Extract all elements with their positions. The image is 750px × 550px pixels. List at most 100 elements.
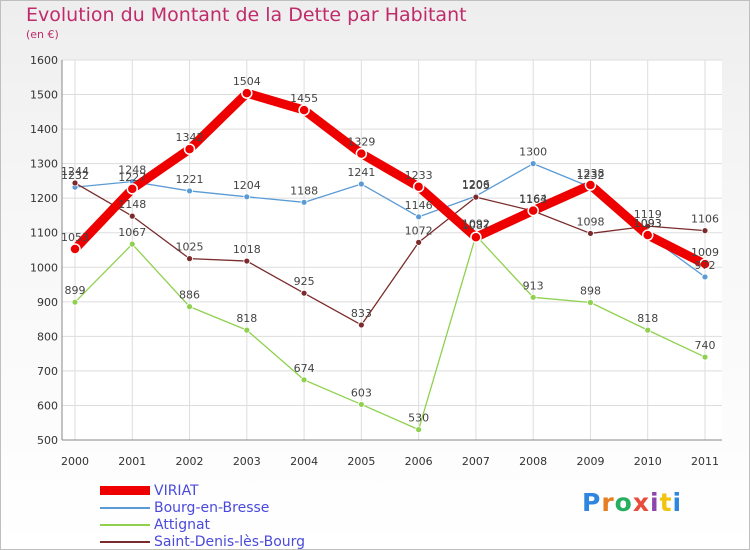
data-label: 1093 [634, 217, 662, 230]
legend-label: Attignat [154, 516, 211, 533]
data-label: 1203 [462, 179, 490, 192]
data-label: 1300 [519, 146, 547, 159]
data-point [472, 193, 480, 201]
data-point [415, 238, 423, 246]
data-point [186, 255, 193, 263]
data-label: 1067 [118, 226, 146, 239]
data-point [587, 299, 594, 306]
y-tick-label: 900 [37, 296, 58, 309]
data-label: 1072 [405, 224, 433, 237]
x-tick-label: 2007 [462, 455, 490, 468]
legend-swatch [100, 540, 150, 543]
legend-item: VIRIAT [100, 482, 305, 499]
data-label: 1504 [233, 75, 261, 88]
data-label: 1233 [405, 169, 433, 182]
data-label: 1163 [519, 193, 547, 206]
x-tick-label: 2001 [118, 455, 146, 468]
y-tick-label: 800 [37, 330, 58, 343]
series-line-viriat [70, 88, 710, 269]
data-label: 1248 [118, 164, 146, 177]
data-label: 818 [637, 312, 658, 325]
y-tick-label: 1300 [30, 158, 58, 171]
data-point [357, 321, 365, 329]
legend: VIRIAT Bourg-en-Bresse Attignat Saint-Denis… [100, 482, 305, 550]
y-tick-label: 1400 [30, 123, 58, 136]
data-point [298, 104, 310, 116]
proxiti-logo: Proxiti [582, 488, 682, 517]
data-label: 1119 [634, 208, 662, 221]
plot-area [62, 60, 722, 440]
data-label: 1009 [691, 246, 719, 259]
data-point [71, 298, 79, 306]
data-label: 1206 [462, 178, 490, 191]
data-label: 1244 [61, 165, 89, 178]
data-label: 1087 [462, 219, 490, 232]
data-point [71, 179, 79, 187]
logo-letter: x [632, 488, 650, 517]
data-label: 1238 [576, 167, 604, 180]
legend-label: Bourg-en-Bresse [154, 499, 270, 516]
grid [62, 59, 722, 441]
x-tick-label: 2000 [61, 455, 89, 468]
data-label: 1329 [347, 136, 375, 149]
data-point [243, 257, 251, 265]
x-tick-label: 2002 [176, 455, 204, 468]
data-point [186, 303, 193, 311]
data-point [699, 258, 711, 270]
data-label: 530 [408, 412, 429, 425]
data-point [300, 198, 308, 206]
legend-label: VIRIAT [154, 482, 199, 499]
data-label: 1232 [576, 169, 604, 182]
y-tick-label: 1100 [30, 227, 58, 240]
data-point [243, 193, 251, 201]
data-label: 1025 [176, 241, 204, 254]
data-label: 740 [695, 339, 716, 352]
axes: 5006007008009001000110012001300140015001… [30, 54, 722, 468]
data-point [584, 179, 597, 191]
series-line-attignat [74, 234, 706, 431]
data-point [701, 353, 709, 361]
data-label: 899 [65, 284, 86, 297]
x-tick-label: 2003 [233, 455, 261, 468]
data-point [587, 230, 594, 237]
x-tick-label: 2010 [634, 455, 662, 468]
data-label: 1232 [61, 169, 89, 182]
data-point [357, 401, 365, 408]
y-tick-label: 700 [37, 365, 58, 378]
data-labels: 1053 1227 1342 1504 1455 1329 1233 1087 1164 1238… [61, 75, 719, 424]
data-label: 886 [179, 289, 200, 302]
logo-letter: t [659, 488, 673, 517]
data-point [701, 273, 709, 281]
data-label: 925 [294, 275, 315, 288]
data-label: 913 [523, 279, 544, 292]
data-label: 1146 [405, 199, 433, 212]
data-label: 1053 [61, 231, 89, 244]
data-label: 1148 [118, 198, 146, 211]
line-chart: 5006007008009001000110012001300140015001… [30, 54, 722, 468]
data-point [529, 160, 537, 168]
legend-swatch [100, 523, 150, 526]
data-label: 1227 [118, 171, 146, 184]
x-tick-label: 2009 [576, 455, 604, 468]
legend-item: Bourg-en-Bresse [100, 499, 305, 516]
y-tick-label: 1500 [30, 89, 58, 102]
data-point [412, 181, 425, 193]
series-lines [69, 87, 711, 434]
data-point [644, 326, 652, 334]
y-tick-label: 1600 [30, 54, 58, 67]
data-point [529, 293, 537, 301]
x-tick-label: 2005 [347, 455, 375, 468]
chart-subtitle: (en €) [26, 28, 59, 41]
data-label: 1188 [290, 184, 318, 197]
logo-letter: o [614, 488, 633, 517]
logo-letter: r [601, 488, 615, 517]
legend-item: Saint-Denis-lès-Bourg [100, 533, 305, 550]
data-label: 1098 [576, 215, 604, 228]
data-label: 1093 [634, 217, 662, 230]
data-label: 1241 [347, 166, 375, 179]
data-label: 1342 [176, 131, 204, 144]
data-point [241, 87, 253, 99]
data-label: 898 [580, 285, 601, 298]
y-tick-label: 1200 [30, 192, 58, 205]
data-point [243, 326, 251, 334]
